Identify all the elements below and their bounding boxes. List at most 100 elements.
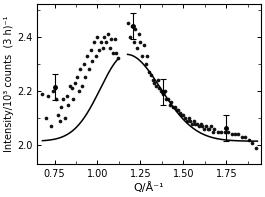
- Point: [254, 146, 258, 150]
- Point: [85, 54, 89, 57]
- Point: [204, 125, 208, 128]
- Point: [216, 130, 220, 133]
- Point: [181, 114, 186, 117]
- Point: [200, 125, 205, 128]
- Point: [195, 122, 199, 125]
- Point: [154, 84, 158, 87]
- Point: [147, 71, 151, 74]
- Point: [176, 108, 180, 112]
- Point: [207, 127, 211, 131]
- Point: [157, 87, 161, 90]
- Point: [180, 114, 184, 117]
- Point: [212, 127, 217, 131]
- X-axis label: Q/Å⁻¹: Q/Å⁻¹: [134, 182, 164, 193]
- Point: [144, 62, 148, 65]
- Point: [52, 87, 57, 90]
- Point: [178, 111, 182, 114]
- Point: [56, 114, 60, 117]
- Point: [97, 49, 101, 52]
- Point: [87, 68, 91, 71]
- Point: [90, 59, 94, 63]
- Point: [78, 68, 82, 71]
- Point: [58, 119, 62, 123]
- Point: [137, 33, 141, 36]
- Point: [61, 98, 65, 101]
- Point: [102, 35, 107, 38]
- Point: [63, 117, 67, 120]
- Point: [138, 41, 143, 44]
- Point: [130, 24, 134, 27]
- Point: [109, 38, 113, 41]
- Point: [82, 62, 86, 65]
- Point: [80, 84, 84, 87]
- Point: [135, 46, 139, 49]
- Point: [183, 117, 187, 120]
- Point: [140, 54, 144, 57]
- Point: [223, 130, 227, 133]
- Point: [95, 35, 100, 38]
- Point: [219, 130, 223, 133]
- Point: [193, 122, 198, 125]
- Point: [64, 95, 69, 98]
- Point: [114, 51, 118, 55]
- Point: [44, 117, 48, 120]
- Point: [149, 73, 153, 76]
- Point: [250, 141, 254, 144]
- Point: [128, 35, 132, 38]
- Point: [94, 54, 98, 57]
- Point: [156, 79, 160, 82]
- Point: [76, 89, 81, 93]
- Point: [68, 84, 72, 87]
- Point: [46, 95, 50, 98]
- Point: [188, 119, 192, 123]
- Point: [70, 87, 74, 90]
- Point: [173, 106, 177, 109]
- Point: [51, 89, 55, 93]
- Point: [187, 117, 191, 120]
- Point: [226, 130, 230, 133]
- Point: [162, 89, 167, 93]
- Point: [211, 130, 215, 133]
- Point: [113, 38, 117, 41]
- Point: [169, 100, 174, 103]
- Point: [104, 41, 108, 44]
- Point: [151, 79, 155, 82]
- Point: [49, 125, 53, 128]
- Point: [142, 43, 146, 46]
- Point: [83, 76, 87, 79]
- Point: [174, 108, 179, 112]
- Point: [73, 81, 77, 85]
- Point: [240, 136, 244, 139]
- Point: [233, 133, 237, 136]
- Point: [243, 136, 248, 139]
- Point: [192, 119, 196, 123]
- Point: [66, 103, 70, 106]
- Point: [71, 98, 76, 101]
- Point: [202, 127, 206, 131]
- Point: [185, 119, 189, 123]
- Point: [229, 133, 234, 136]
- Point: [167, 103, 172, 106]
- Point: [89, 49, 93, 52]
- Point: [209, 125, 213, 128]
- Point: [166, 98, 170, 101]
- Point: [236, 133, 241, 136]
- Point: [197, 125, 201, 128]
- Point: [131, 41, 136, 44]
- Point: [59, 106, 64, 109]
- Point: [198, 122, 203, 125]
- Point: [106, 33, 110, 36]
- Point: [161, 92, 165, 95]
- Point: [92, 41, 96, 44]
- Y-axis label: Intensity/10³ counts  (3 h)⁻¹: Intensity/10³ counts (3 h)⁻¹: [4, 16, 14, 152]
- Point: [126, 22, 131, 25]
- Point: [205, 127, 210, 131]
- Point: [247, 138, 251, 141]
- Point: [54, 98, 58, 101]
- Point: [159, 89, 163, 93]
- Point: [111, 51, 115, 55]
- Point: [145, 54, 149, 57]
- Point: [116, 57, 120, 60]
- Point: [100, 46, 105, 49]
- Point: [99, 41, 103, 44]
